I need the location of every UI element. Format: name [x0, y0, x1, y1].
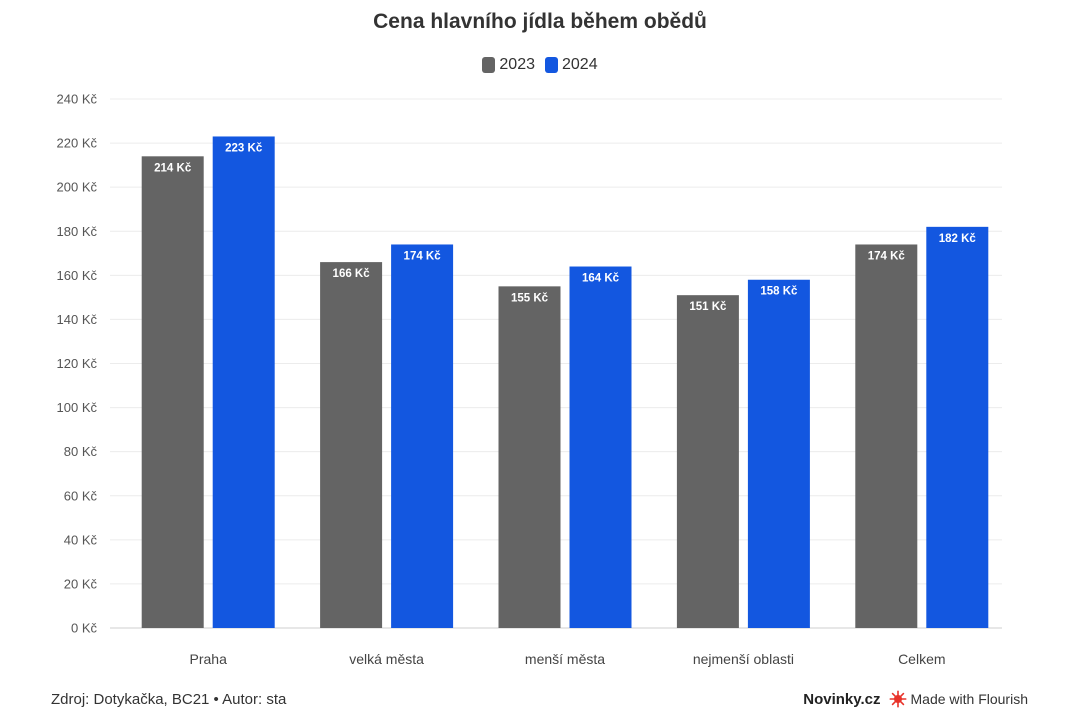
legend-swatch-2024: [545, 57, 558, 73]
flourish-credit[interactable]: Made with Flourish: [889, 690, 1029, 708]
bar-value-label: 182 Kč: [939, 233, 977, 245]
x-category-label: menší města: [525, 651, 605, 667]
y-tick-label: 240 Kč: [57, 92, 98, 107]
chart-title: Cena hlavního jídla během obědů: [373, 10, 707, 33]
bar-value-label: 164 Kč: [582, 273, 620, 285]
bar-value-label: 223 Kč: [225, 142, 263, 154]
brand-logo[interactable]: Novinky.cz: [803, 690, 881, 708]
y-tick-label: 20 Kč: [64, 576, 98, 591]
x-category-label: Praha: [190, 651, 228, 667]
y-tick-label: 180 Kč: [57, 224, 98, 239]
bar: [498, 286, 561, 628]
y-tick-label: 100 Kč: [57, 400, 98, 415]
y-tick-label: 160 Kč: [57, 268, 98, 283]
bar: [676, 295, 739, 628]
bar: [747, 279, 810, 628]
x-category-label: Celkem: [898, 651, 945, 667]
flourish-label: Made with Flourish: [910, 691, 1029, 707]
bar-value-label: 166 Kč: [333, 268, 371, 280]
bar: [855, 244, 918, 628]
bar: [212, 136, 275, 629]
x-category-label: velká města: [349, 651, 424, 667]
y-tick-label: 220 Kč: [57, 136, 98, 151]
source-note: Zdroj: Dotykačka, BC21 • Autor: sta: [51, 691, 287, 708]
legend-swatch-2023: [482, 57, 496, 73]
x-category-label: nejmenší oblasti: [693, 651, 794, 667]
bar-value-label: 174 Kč: [404, 250, 442, 262]
bar: [926, 226, 989, 628]
bar: [391, 244, 454, 628]
y-tick-label: 120 Kč: [57, 356, 98, 371]
footer-brand: Novinky.cz Made with Flourish: [803, 690, 1028, 708]
bar-value-label: 174 Kč: [868, 250, 906, 262]
y-tick-label: 40 Kč: [64, 532, 98, 547]
bar-value-label: 151 Kč: [689, 301, 727, 313]
y-tick-label: 200 Kč: [57, 180, 98, 195]
flourish-burst-icon: [889, 690, 906, 708]
y-tick-label: 60 Kč: [64, 488, 98, 503]
y-tick-label: 0 Kč: [71, 621, 98, 636]
legend-label-2023: 2023: [499, 56, 535, 73]
legend: 2023 2024: [0, 56, 1080, 74]
bar: [141, 156, 204, 628]
legend-item-2024[interactable]: 2024: [545, 56, 598, 74]
bar-value-label: 155 Kč: [511, 292, 549, 304]
bar: [569, 266, 632, 628]
bar-value-label: 214 Kč: [154, 162, 192, 174]
bar: [320, 262, 383, 628]
y-tick-label: 140 Kč: [57, 312, 98, 327]
y-tick-label: 80 Kč: [64, 444, 98, 459]
legend-item-2023[interactable]: 2023: [482, 56, 535, 74]
bar-value-label: 158 Kč: [760, 286, 798, 298]
legend-label-2024: 2024: [562, 56, 598, 73]
